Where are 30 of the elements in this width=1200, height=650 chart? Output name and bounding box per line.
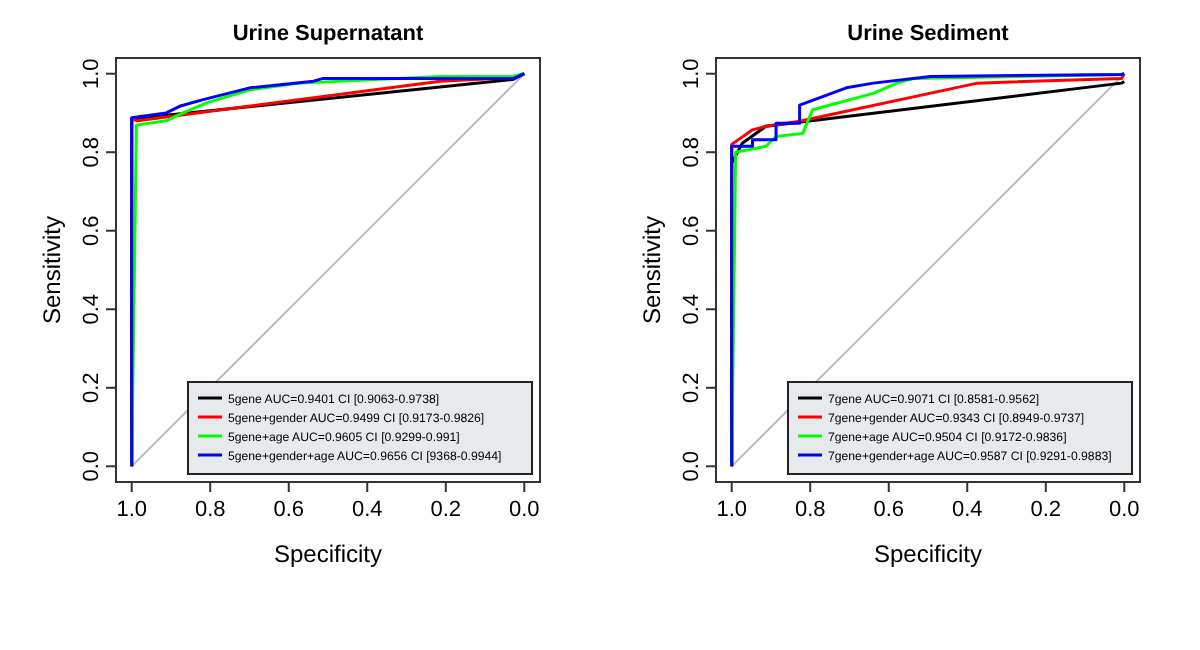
x-tick-label: 0.4 — [351, 498, 383, 522]
x-tick-label: 1.0 — [116, 498, 147, 522]
y-axis-title: Sensitivity — [638, 215, 666, 325]
x-tick-label: 0.8 — [794, 498, 826, 522]
y-tick-label: 1.0 — [80, 58, 104, 89]
x-tick-label: 0.6 — [873, 498, 905, 522]
y-axis-title: Sensitivity — [38, 215, 66, 325]
y-tick-label: 0.0 — [80, 451, 104, 482]
chart-title: Urine Supernatant — [232, 22, 425, 46]
y-tick-label: 0.8 — [80, 136, 104, 168]
x-tick-label: 0.0 — [1109, 498, 1140, 522]
x-tick-label: 1.0 — [716, 498, 747, 522]
x-tick-label: 0.4 — [951, 498, 983, 522]
x-tick-label: 0.0 — [509, 498, 540, 522]
y-tick-label: 0.2 — [680, 372, 704, 404]
y-tick-label: 0.6 — [80, 215, 104, 247]
x-tick-label: 0.6 — [273, 498, 305, 522]
x-tick-label: 0.2 — [1030, 498, 1062, 522]
x-tick-label: 0.2 — [430, 498, 462, 522]
x-axis-title: Specificity — [273, 540, 383, 568]
y-tick-label: 0.8 — [680, 136, 704, 168]
y-tick-label: 0.0 — [680, 451, 704, 482]
y-tick-label: 0.4 — [680, 293, 704, 325]
y-tick-label: 1.0 — [680, 58, 704, 89]
x-tick-label: 0.8 — [194, 498, 226, 522]
y-tick-label: 0.4 — [80, 293, 104, 325]
y-tick-label: 0.2 — [80, 372, 104, 404]
y-tick-label: 0.6 — [680, 215, 704, 247]
chart-title: Urine Sediment — [847, 22, 1010, 46]
x-axis-title: Specificity — [873, 540, 983, 568]
